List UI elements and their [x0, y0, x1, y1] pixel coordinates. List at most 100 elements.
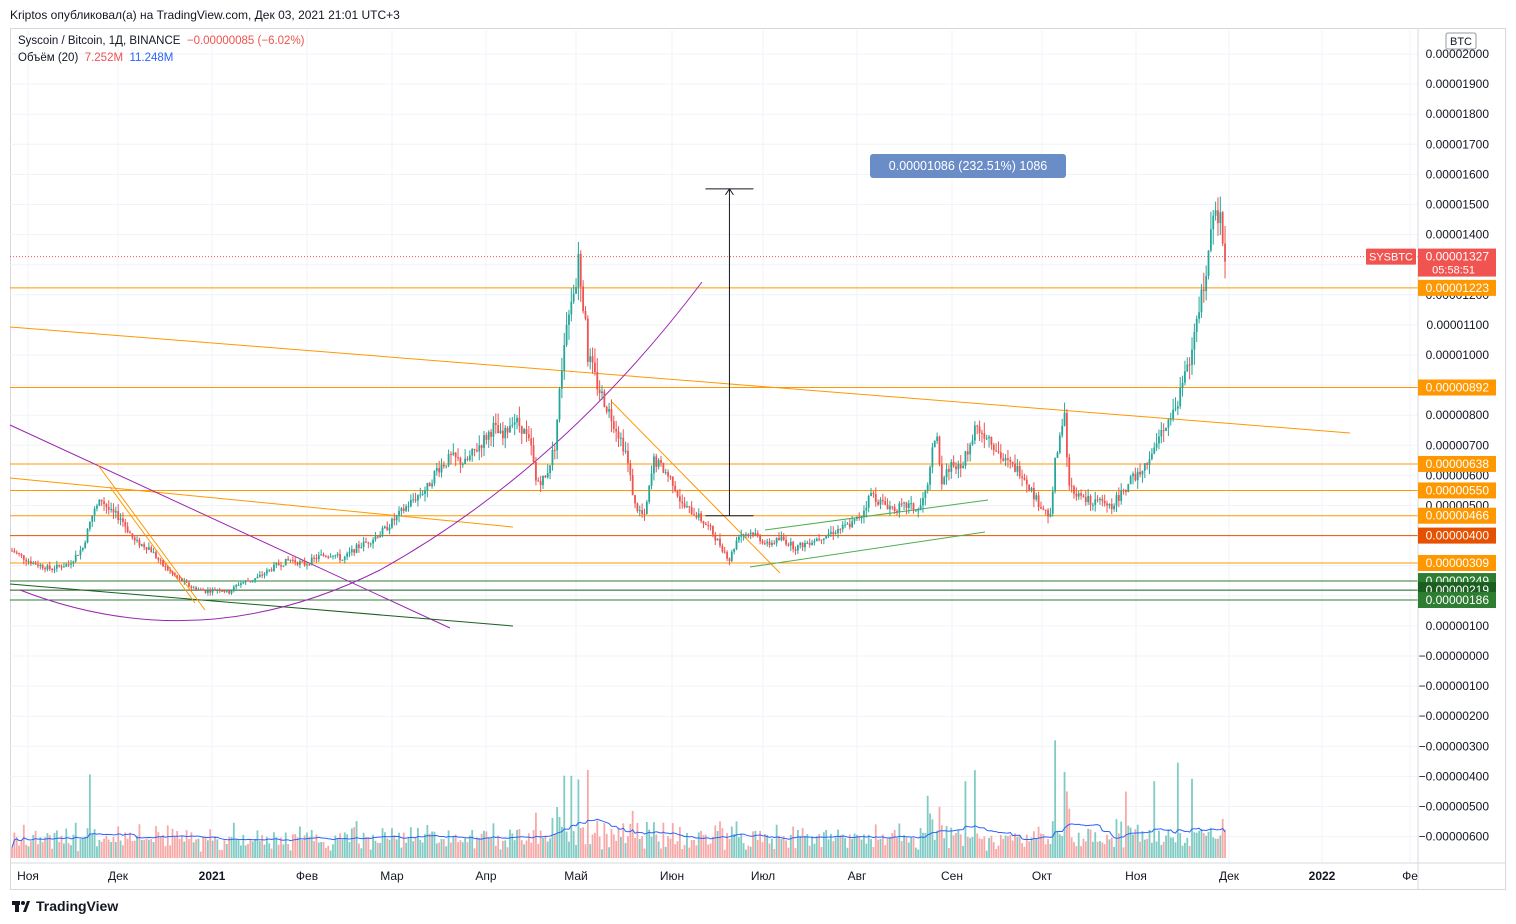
- candle-body: [329, 556, 332, 558]
- candle-body: [428, 483, 431, 487]
- volume-bar: [527, 833, 530, 858]
- candle-body: [544, 475, 547, 478]
- candle-body: [1044, 509, 1047, 511]
- candle-body: [143, 544, 146, 548]
- volume-bar: [622, 823, 625, 858]
- level-tag: [1418, 482, 1496, 499]
- volume-bar: [855, 834, 858, 858]
- candle-body: [818, 538, 821, 540]
- candle-body: [461, 464, 464, 466]
- level-tag-label: 0.00000550: [1426, 483, 1490, 497]
- candle-body: [638, 510, 641, 512]
- candle-body: [442, 464, 445, 467]
- candle-body: [301, 561, 304, 563]
- candle-body: [46, 565, 49, 570]
- footer-brand[interactable]: TradingView: [12, 898, 118, 914]
- volume-bar: [572, 831, 575, 858]
- volume-bar: [867, 834, 870, 858]
- volume-bar: [591, 834, 594, 858]
- symbol-legend[interactable]: Syscoin / Bitcoin, 1Д, BINANCE −0.000000…: [18, 35, 305, 47]
- candle-body: [530, 438, 533, 446]
- candle-body: [1117, 495, 1120, 501]
- volume-bar: [110, 842, 113, 858]
- candle-body: [813, 541, 816, 543]
- time-axis-label: Дек: [108, 869, 129, 883]
- volume-bar: [263, 844, 266, 858]
- candle-body: [324, 556, 327, 558]
- volume-bar: [381, 828, 384, 858]
- volume-bar: [761, 842, 764, 858]
- volume-bar: [822, 832, 825, 858]
- candle-body: [1009, 459, 1012, 462]
- candle-body: [60, 566, 63, 568]
- volume-bar: [1207, 831, 1210, 858]
- candle-body: [261, 574, 264, 576]
- candle-body: [1004, 458, 1007, 461]
- volume-bar: [657, 841, 660, 858]
- volume-bar: [766, 834, 769, 858]
- candle-body: [605, 406, 608, 412]
- volume-bar: [893, 829, 896, 858]
- level-tag: [1418, 279, 1496, 296]
- volume-bar: [79, 838, 82, 858]
- candle-body: [383, 526, 386, 529]
- volume-bar: [435, 843, 438, 858]
- volume-bar: [1007, 836, 1009, 858]
- volume-bar: [995, 849, 998, 858]
- time-axis-label: Ноя: [17, 869, 39, 883]
- candle-body: [1195, 318, 1198, 333]
- volume-bar: [60, 835, 63, 858]
- candle-body: [1075, 493, 1078, 497]
- volume-bar: [138, 824, 141, 858]
- candle-body: [1202, 289, 1205, 292]
- candle-body: [591, 356, 594, 363]
- candle-body: [1077, 493, 1080, 497]
- volume-bar: [900, 841, 903, 858]
- chart-frame[interactable]: [10, 28, 1506, 890]
- time-axis-label: Дек: [1219, 869, 1240, 883]
- candle-body: [650, 473, 653, 486]
- candle-body: [924, 490, 927, 499]
- candle-body: [933, 441, 936, 448]
- candle-body: [393, 518, 396, 521]
- volume-bar: [808, 845, 811, 858]
- candle-body: [1080, 493, 1082, 496]
- candle-body: [959, 463, 962, 469]
- candle-body: [374, 536, 377, 540]
- level-tag: [1418, 527, 1496, 544]
- candle-body: [494, 422, 497, 425]
- candle-body: [707, 525, 710, 527]
- volume-bar: [1113, 846, 1116, 858]
- trend-line: [9, 326, 1351, 434]
- candle-body: [910, 503, 913, 505]
- candle-body: [745, 534, 747, 536]
- volume-bar: [912, 837, 915, 858]
- volume-bar: [544, 835, 547, 858]
- volume-bar: [169, 845, 172, 858]
- candle-body: [1011, 461, 1014, 464]
- volume-bar: [405, 842, 408, 858]
- volume-bar: [96, 846, 98, 858]
- candle-body: [1002, 458, 1005, 461]
- candle-body: [535, 462, 537, 481]
- candle-body: [778, 537, 780, 540]
- candle-body: [34, 562, 37, 565]
- candle-body: [804, 542, 806, 548]
- candle-body: [966, 451, 969, 455]
- candle-body: [1099, 498, 1101, 500]
- candle-body: [1188, 364, 1191, 366]
- time-axis-label: 2022: [1309, 869, 1336, 883]
- level-tag: [1418, 455, 1496, 472]
- volume-bar: [742, 843, 745, 858]
- candle-body: [988, 436, 990, 439]
- candle-body: [870, 493, 872, 496]
- candle-body: [907, 503, 910, 508]
- volume-legend[interactable]: Объём (20) 7.252M 11.248M: [18, 52, 173, 64]
- volume-bar: [284, 832, 287, 858]
- arc-curve: [19, 281, 703, 622]
- volume-bar: [688, 847, 691, 858]
- candle-body: [27, 561, 30, 563]
- volume-bar: [549, 838, 551, 858]
- level-tag: [1418, 554, 1496, 571]
